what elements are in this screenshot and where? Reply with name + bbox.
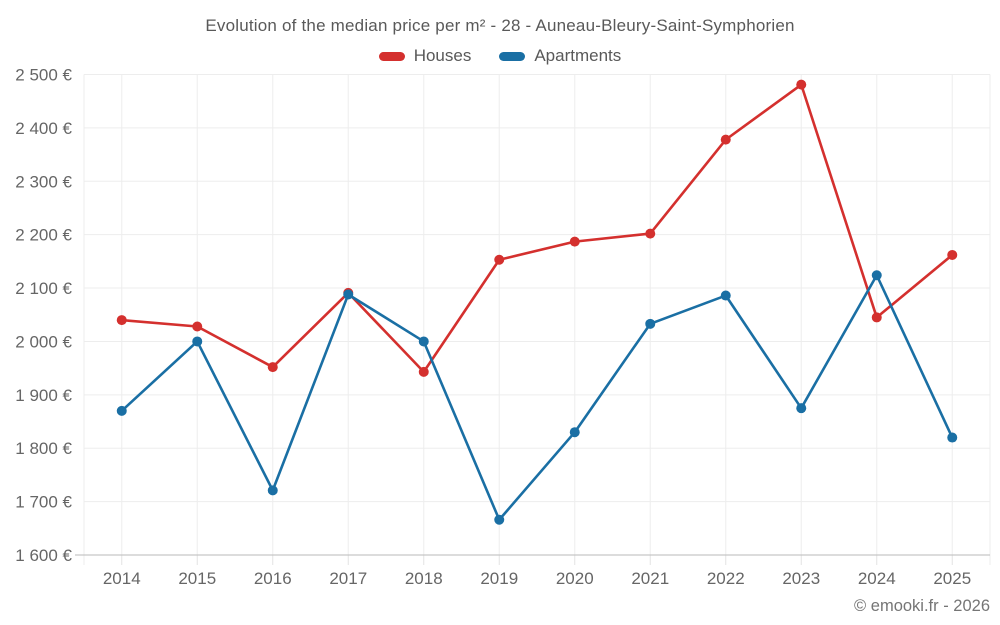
data-point-houses-2014[interactable] [116,315,127,326]
legend-item-label: Apartments [534,46,622,65]
data-point-apartments-2016[interactable] [267,485,278,496]
data-point-houses-2021[interactable] [645,228,656,239]
x-axis-tick-label: 2018 [405,569,443,588]
y-axis-tick-label: 1 600 € [15,546,72,565]
apartments-series-marker-icon [499,51,526,61]
data-point-apartments-2019[interactable] [494,514,505,525]
data-point-houses-2023[interactable] [796,79,807,90]
x-axis-tick-label: 2014 [103,569,141,588]
x-axis-tick-label: 2021 [631,569,669,588]
x-axis-tick-label: 2020 [556,569,594,588]
data-point-apartments-2017[interactable] [343,289,354,300]
data-point-apartments-2015[interactable] [192,336,203,347]
data-point-houses-2022[interactable] [720,134,731,145]
x-axis-tick-label: 2024 [858,569,896,588]
legend-item-apartments[interactable]: Apartments [499,46,621,66]
chart-title: Evolution of the median price per m² - 2… [205,16,795,35]
legend: Houses Apartments [0,46,1000,66]
data-point-houses-2015[interactable] [192,321,203,332]
y-axis-tick-label: 1 800 € [15,439,72,458]
y-axis-tick-label: 2 400 € [15,119,72,138]
data-point-apartments-2023[interactable] [796,403,807,414]
data-point-apartments-2022[interactable] [720,290,731,301]
data-point-houses-2024[interactable] [871,312,882,323]
data-point-houses-2018[interactable] [418,366,429,377]
y-axis-tick-label: 2 500 € [15,66,72,85]
y-axis-tick-label: 2 300 € [15,172,72,191]
data-point-houses-2019[interactable] [494,254,505,265]
x-axis-tick-label: 2022 [707,569,745,588]
x-axis-tick-label: 2017 [329,569,367,588]
y-axis-tick-label: 2 100 € [15,279,72,298]
data-point-apartments-2021[interactable] [645,318,656,329]
copyright-footer: © emooki.fr - 2026 [854,597,990,615]
x-axis-tick-label: 2015 [178,569,216,588]
y-axis-tick-label: 2 200 € [15,226,72,245]
legend-item-label: Houses [413,46,472,65]
series-line-houses [120,83,954,374]
series-line-apartments [120,273,954,522]
data-point-houses-2020[interactable] [569,236,580,247]
x-axis-tick-label: 2023 [782,569,820,588]
data-point-apartments-2025[interactable] [947,432,958,443]
y-axis-tick-label: 1 700 € [15,493,72,512]
data-point-houses-2016[interactable] [267,362,278,373]
y-axis-tick-label: 2 000 € [15,332,72,351]
x-axis-tick-label: 2025 [933,569,971,588]
data-point-apartments-2024[interactable] [871,270,882,281]
data-point-apartments-2020[interactable] [569,427,580,438]
x-axis-tick-label: 2019 [480,569,518,588]
data-point-houses-2025[interactable] [947,249,958,260]
x-axis-tick-label: 2016 [254,569,292,588]
data-point-apartments-2018[interactable] [418,336,429,347]
houses-series-marker-icon [378,51,405,61]
data-point-apartments-2014[interactable] [116,405,127,416]
y-axis-tick-label: 1 900 € [15,386,72,405]
legend-item-houses[interactable]: Houses [378,46,472,66]
